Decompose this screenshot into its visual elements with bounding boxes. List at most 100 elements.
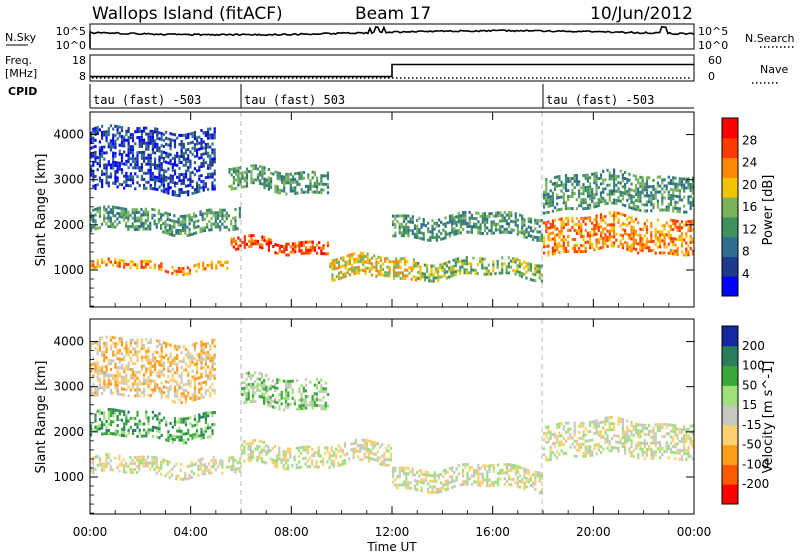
heatmap-cell xyxy=(146,213,150,217)
heatmap-cell xyxy=(337,444,340,448)
heatmap-cell xyxy=(283,189,286,193)
heatmap-cell xyxy=(665,208,668,212)
heatmap-cell xyxy=(187,190,190,194)
heatmap-cell xyxy=(129,184,132,188)
heatmap-cell xyxy=(276,171,279,175)
heatmap-cell xyxy=(466,463,469,466)
heatmap-cell xyxy=(599,194,603,198)
heatmap-cell xyxy=(615,440,618,444)
heatmap-cell xyxy=(560,220,563,224)
heatmap-cell xyxy=(201,457,204,461)
heatmap-cell xyxy=(120,259,123,263)
heatmap-cell xyxy=(320,387,323,391)
heatmap-cell xyxy=(444,488,447,492)
heatmap-cell xyxy=(112,127,115,131)
heatmap-cell xyxy=(96,126,99,129)
heatmap-cell xyxy=(235,247,238,251)
heatmap-cell xyxy=(422,232,425,236)
heatmap-cell xyxy=(685,235,688,239)
heatmap-cell xyxy=(492,469,495,473)
heatmap-cell xyxy=(477,231,480,235)
heatmap-cell xyxy=(203,226,206,230)
heatmap-cell xyxy=(558,175,561,178)
heatmap-cell xyxy=(178,173,181,176)
heatmap-cell xyxy=(188,271,192,275)
heatmap-cell xyxy=(191,433,194,437)
heatmap-cell xyxy=(490,229,493,232)
heatmap-cell xyxy=(96,209,99,213)
heatmap-cell xyxy=(107,213,110,217)
heatmap-cell xyxy=(427,238,430,242)
heatmap-cell xyxy=(203,472,206,476)
heatmap-cell xyxy=(173,172,177,176)
heatmap-cell xyxy=(400,214,403,218)
heatmap-cell xyxy=(549,454,552,458)
heatmap-cell xyxy=(388,260,391,264)
heatmap-cell xyxy=(259,170,262,174)
heatmap-cell xyxy=(481,212,484,216)
heatmap-cell xyxy=(241,393,244,396)
heatmap-cell xyxy=(589,237,592,241)
heatmap-cell xyxy=(196,420,199,424)
heatmap-cell xyxy=(560,449,563,453)
heatmap-cell xyxy=(645,240,649,244)
heatmap-cell xyxy=(287,178,290,182)
heatmap-cell xyxy=(589,185,592,189)
heatmap-cell xyxy=(409,229,412,232)
heatmap-cell xyxy=(538,219,541,223)
heatmap-cell xyxy=(387,444,390,448)
heatmap-cell xyxy=(208,219,211,223)
heatmap-cell xyxy=(330,460,333,463)
heatmap-cell xyxy=(105,166,108,170)
heatmap-cell xyxy=(136,263,139,267)
heatmap-cell xyxy=(610,226,613,230)
heatmap-cell xyxy=(154,187,157,191)
heatmap-cell xyxy=(307,176,310,180)
heatmap-cell xyxy=(575,439,578,443)
heatmap-cell xyxy=(672,429,675,433)
heatmap-cell xyxy=(207,423,210,427)
heatmap-cell xyxy=(558,425,561,429)
heatmap-cell xyxy=(575,250,578,254)
heatmap-cell xyxy=(396,214,399,218)
heatmap-cell xyxy=(397,271,400,275)
heatmap-cell xyxy=(202,433,205,437)
heatmap-cell xyxy=(470,265,473,269)
heatmap-cell xyxy=(116,368,119,372)
heatmap-cell xyxy=(514,220,517,224)
heatmap-cell xyxy=(188,219,191,223)
heatmap-cell xyxy=(237,244,240,248)
heatmap-cell xyxy=(182,417,185,421)
heatmap-cell xyxy=(212,211,215,215)
heatmap-cell xyxy=(294,244,297,248)
heatmap-cell xyxy=(468,477,471,481)
heatmap-cell xyxy=(564,238,568,241)
heatmap-cell xyxy=(109,388,113,392)
heatmap-cell xyxy=(187,428,190,432)
heatmap-cell xyxy=(433,479,436,483)
heatmap-cell xyxy=(153,459,156,463)
heatmap-cell xyxy=(357,444,360,448)
heatmap-cell xyxy=(490,212,493,216)
heatmap-cell xyxy=(512,269,515,272)
heatmap-cell xyxy=(569,433,572,437)
heatmap-cell xyxy=(127,184,130,188)
heatmap-cell xyxy=(265,385,268,389)
heatmap-cell xyxy=(385,446,388,450)
heatmap-cell xyxy=(122,218,125,222)
heatmap-cell xyxy=(505,480,508,483)
heatmap-cell xyxy=(214,216,217,220)
heatmap-cell xyxy=(619,193,622,197)
heatmap-cell xyxy=(146,219,150,222)
heatmap-cell xyxy=(120,358,124,361)
heatmap-cell xyxy=(497,211,500,215)
heatmap-cell xyxy=(291,181,295,184)
heatmap-cell xyxy=(271,405,274,409)
heatmap-cell xyxy=(351,264,354,268)
heatmap-cell xyxy=(385,449,388,453)
heatmap-cell xyxy=(103,365,106,369)
heatmap-cell xyxy=(634,422,638,426)
heatmap-cell xyxy=(173,219,176,223)
heatmap-cell xyxy=(406,268,409,272)
heatmap-cell xyxy=(680,449,684,453)
